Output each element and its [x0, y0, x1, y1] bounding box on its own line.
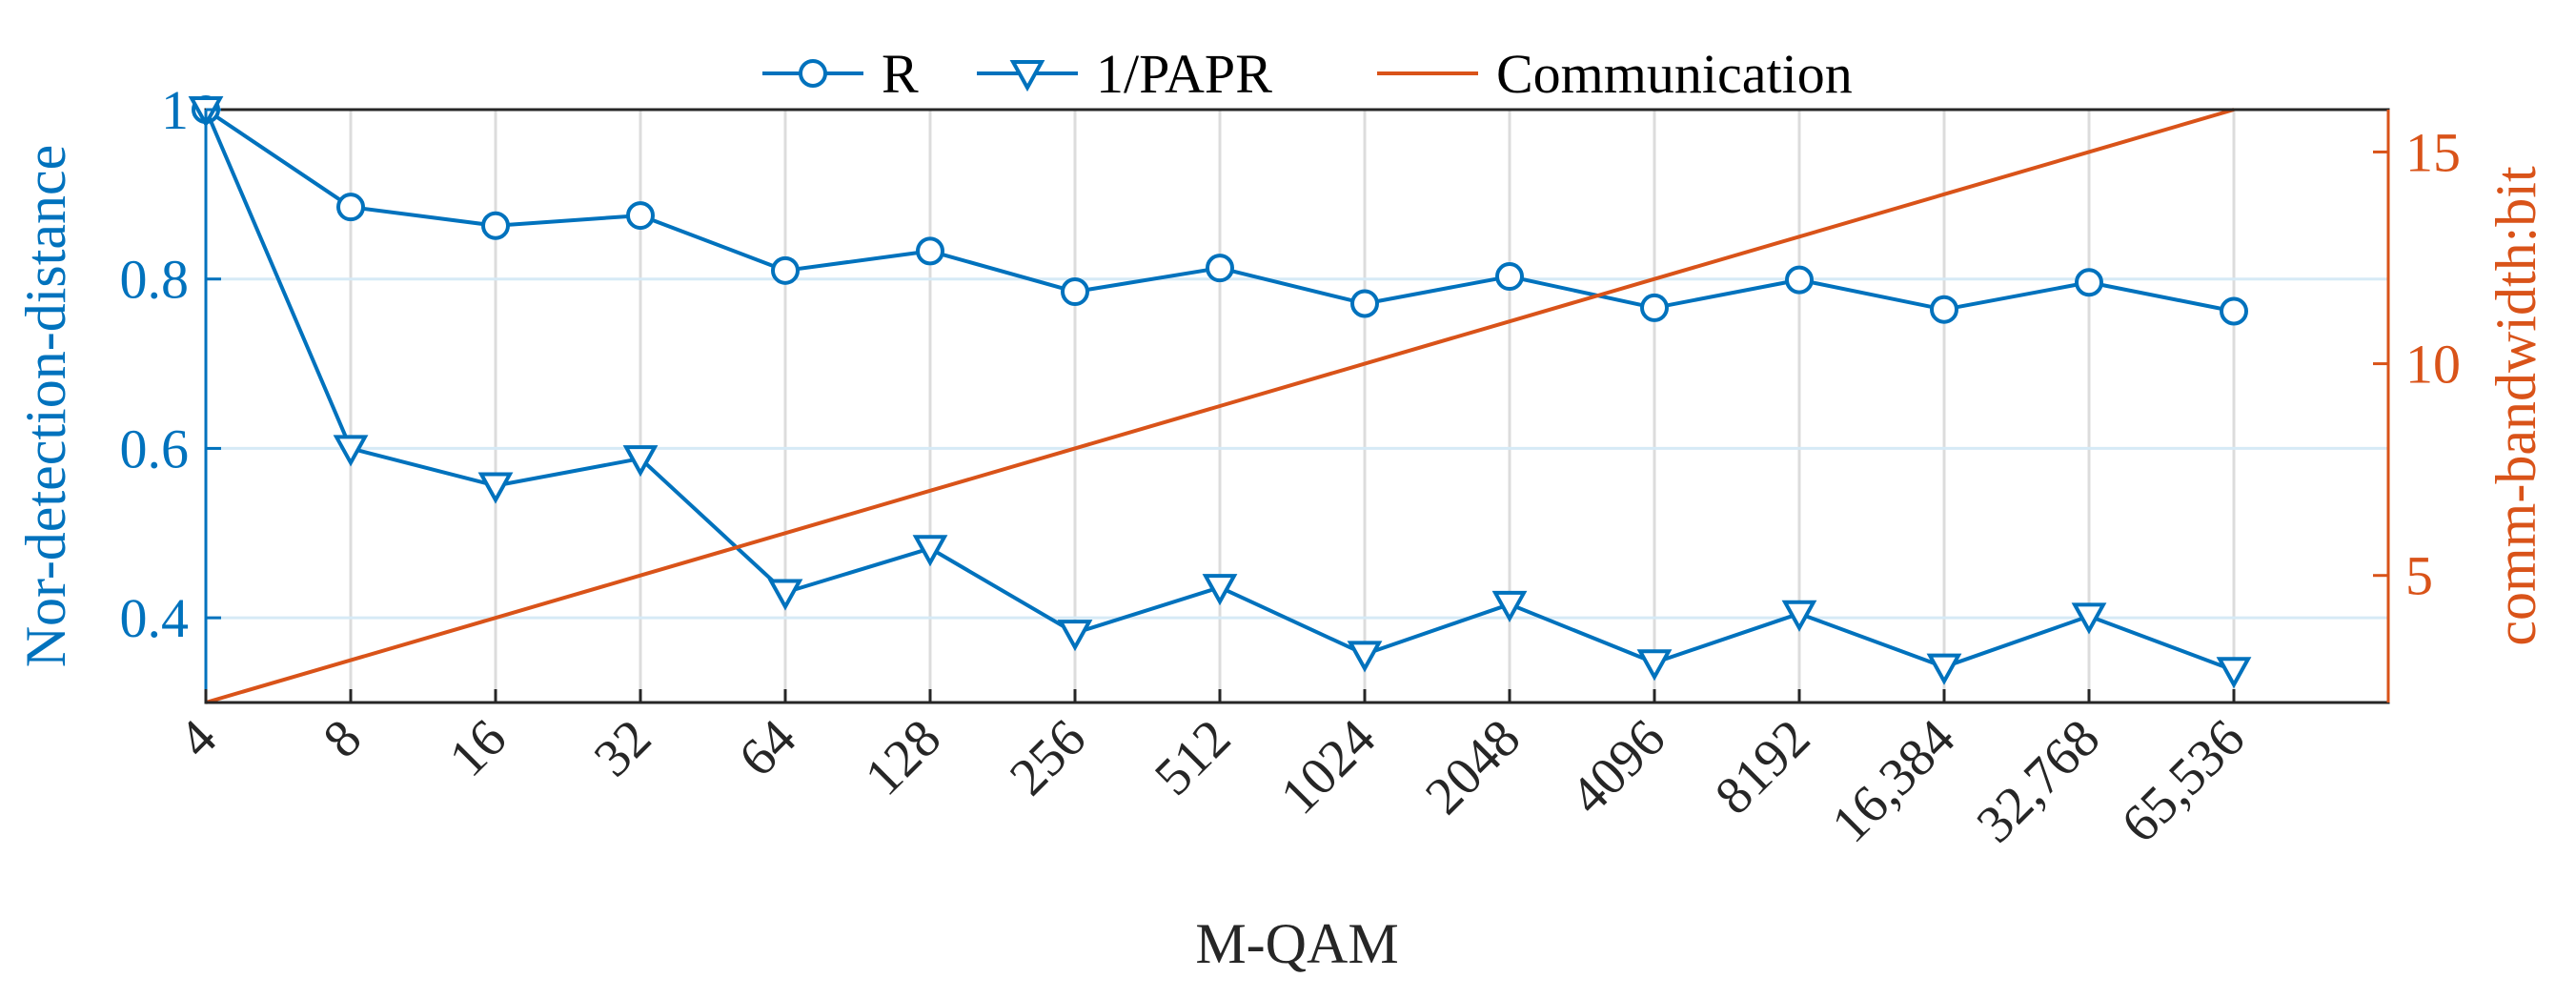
data-point-1-papr	[333, 435, 369, 467]
data-point-1-papr	[2216, 657, 2252, 689]
legend-label-1-papr: 1/PAPR	[1096, 43, 1272, 105]
x-tick-label: 32	[583, 708, 662, 787]
legend-label-r: R	[882, 43, 919, 105]
x-tick-label: 64	[728, 708, 807, 787]
legend-label-communication: Communication	[1496, 43, 1853, 105]
y-axis-right-title: comm-bandwidth:bit	[2485, 166, 2547, 646]
data-point-1-papr	[912, 535, 948, 567]
data-point-1-papr	[477, 472, 514, 504]
y-left-tick-label: 1	[161, 79, 189, 141]
series-layer	[188, 95, 2252, 704]
data-point-r	[626, 201, 655, 231]
x-tick-label: 512	[1144, 708, 1242, 806]
x-tick-label: 1024	[1269, 708, 1387, 825]
data-point-r	[1206, 254, 1234, 283]
data-point-1-papr	[622, 445, 659, 478]
y-left-tick-label: 0.6	[120, 418, 190, 479]
data-point-r	[771, 255, 800, 285]
x-tick-label: 4096	[1559, 708, 1676, 825]
x-tick-label: 256	[999, 708, 1097, 806]
data-point-1-papr	[1491, 590, 1528, 623]
y-right-tick-label: 5	[2405, 545, 2433, 607]
data-point-1-papr	[1057, 620, 1093, 652]
y-left-tick-label: 0.8	[120, 249, 190, 311]
y-right-tick-label: 15	[2405, 121, 2461, 183]
x-tick-label: 16	[438, 708, 517, 787]
data-point-1-papr	[1636, 649, 1673, 682]
x-tick-label: 8192	[1704, 708, 1821, 825]
axis-ticks	[204, 108, 2390, 703]
data-point-r	[2220, 296, 2248, 326]
x-axis-title: M-QAM	[1195, 912, 1398, 975]
data-point-1-papr	[1781, 600, 1817, 632]
data-point-1-papr	[2071, 602, 2107, 635]
y-left-tick-label: 0.4	[120, 587, 190, 649]
data-point-r	[2075, 268, 2103, 297]
data-point-r	[1930, 295, 1958, 324]
data-point-r	[1350, 289, 1379, 318]
data-point-r	[1785, 265, 1814, 295]
legend-marker-1-papr	[1009, 60, 1045, 92]
y-right-tick-label: 10	[2405, 334, 2461, 396]
data-point-1-papr	[1347, 641, 1383, 673]
grid	[206, 110, 2388, 703]
x-tick-label: 65,536	[2110, 708, 2256, 854]
x-tick-label: 128	[854, 708, 952, 806]
x-tick-label: 16,384	[1820, 708, 1966, 854]
data-point-r	[481, 211, 510, 240]
data-point-r	[1061, 277, 1089, 307]
legend: R 1/PAPR Communication	[762, 43, 1853, 105]
data-point-1-papr	[767, 579, 803, 611]
data-point-r	[1495, 262, 1524, 292]
x-tick-label: 4	[168, 708, 229, 769]
legend-marker-r	[799, 59, 827, 88]
data-point-1-papr	[1926, 653, 1962, 685]
y-axis-left-title: Nor-detection-distance	[14, 145, 77, 668]
x-tick-label: 32,768	[1965, 708, 2111, 854]
x-tick-label: 2048	[1414, 708, 1531, 825]
data-point-1-papr	[1202, 574, 1238, 606]
data-point-r	[916, 236, 944, 266]
data-point-r	[336, 193, 365, 222]
series-line-communication	[205, 108, 2235, 704]
x-tick-label: 8	[313, 708, 374, 769]
data-point-r	[1640, 293, 1669, 322]
plot-frame	[204, 108, 2390, 704]
